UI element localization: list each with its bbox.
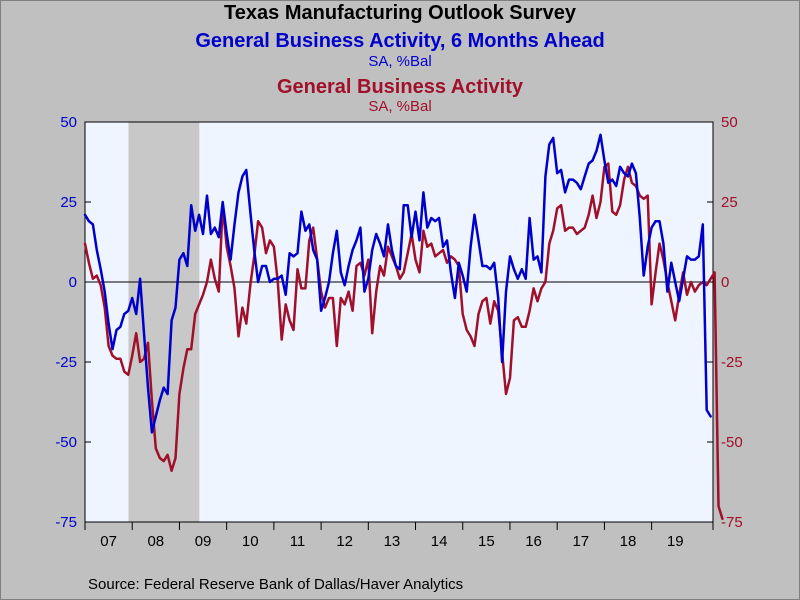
x-tick-label: 07 [100,533,117,550]
y-tick-label-left: -50 [55,434,77,451]
series-line-6-months-ahead [83,133,712,434]
series2-title: General Business Activity [276,76,524,98]
plot-border [84,121,714,523]
x-tick-label: 18 [620,533,637,550]
y-tick-label-left: -25 [55,354,77,371]
y-tick-label-left: -75 [55,514,77,531]
series2-unit: SA, %Bal [368,98,432,115]
x-tick-label: 08 [147,533,164,550]
x-tick-label: 14 [431,533,448,550]
x-tick-label: 10 [242,533,259,550]
chart-title: Texas Manufacturing Outlook Survey [224,2,576,24]
series1-unit: SA, %Bal [368,53,432,70]
y-tick-label-left: 25 [60,194,77,211]
series1-title: General Business Activity, 6 Months Ahea… [195,30,605,52]
x-tick-label: 09 [195,533,212,550]
y-tick-label-right: -25 [721,354,743,371]
y-tick-label-left: 50 [60,114,77,131]
x-tick-label: 15 [478,533,495,550]
recession-shading [128,122,200,522]
y-tick-label-right: 50 [721,114,738,131]
source-note: Source: Federal Reserve Bank of Dallas/H… [88,576,464,593]
x-tick-label: 16 [525,533,542,550]
y-tick-label-right: -75 [721,514,743,531]
x-tick-label: 11 [290,533,306,550]
y-tick-label-right: -50 [721,434,743,451]
x-tick-label: 17 [572,533,589,550]
x-tick-label: 13 [384,533,401,550]
y-tick-label-right: 0 [721,274,729,291]
x-tick-label: 12 [336,533,353,550]
y-tick-label-right: 25 [721,194,738,211]
y-tick-label-left: 0 [69,274,77,291]
series-line-general-business-activity [83,162,724,521]
x-tick-label: 19 [667,533,684,550]
